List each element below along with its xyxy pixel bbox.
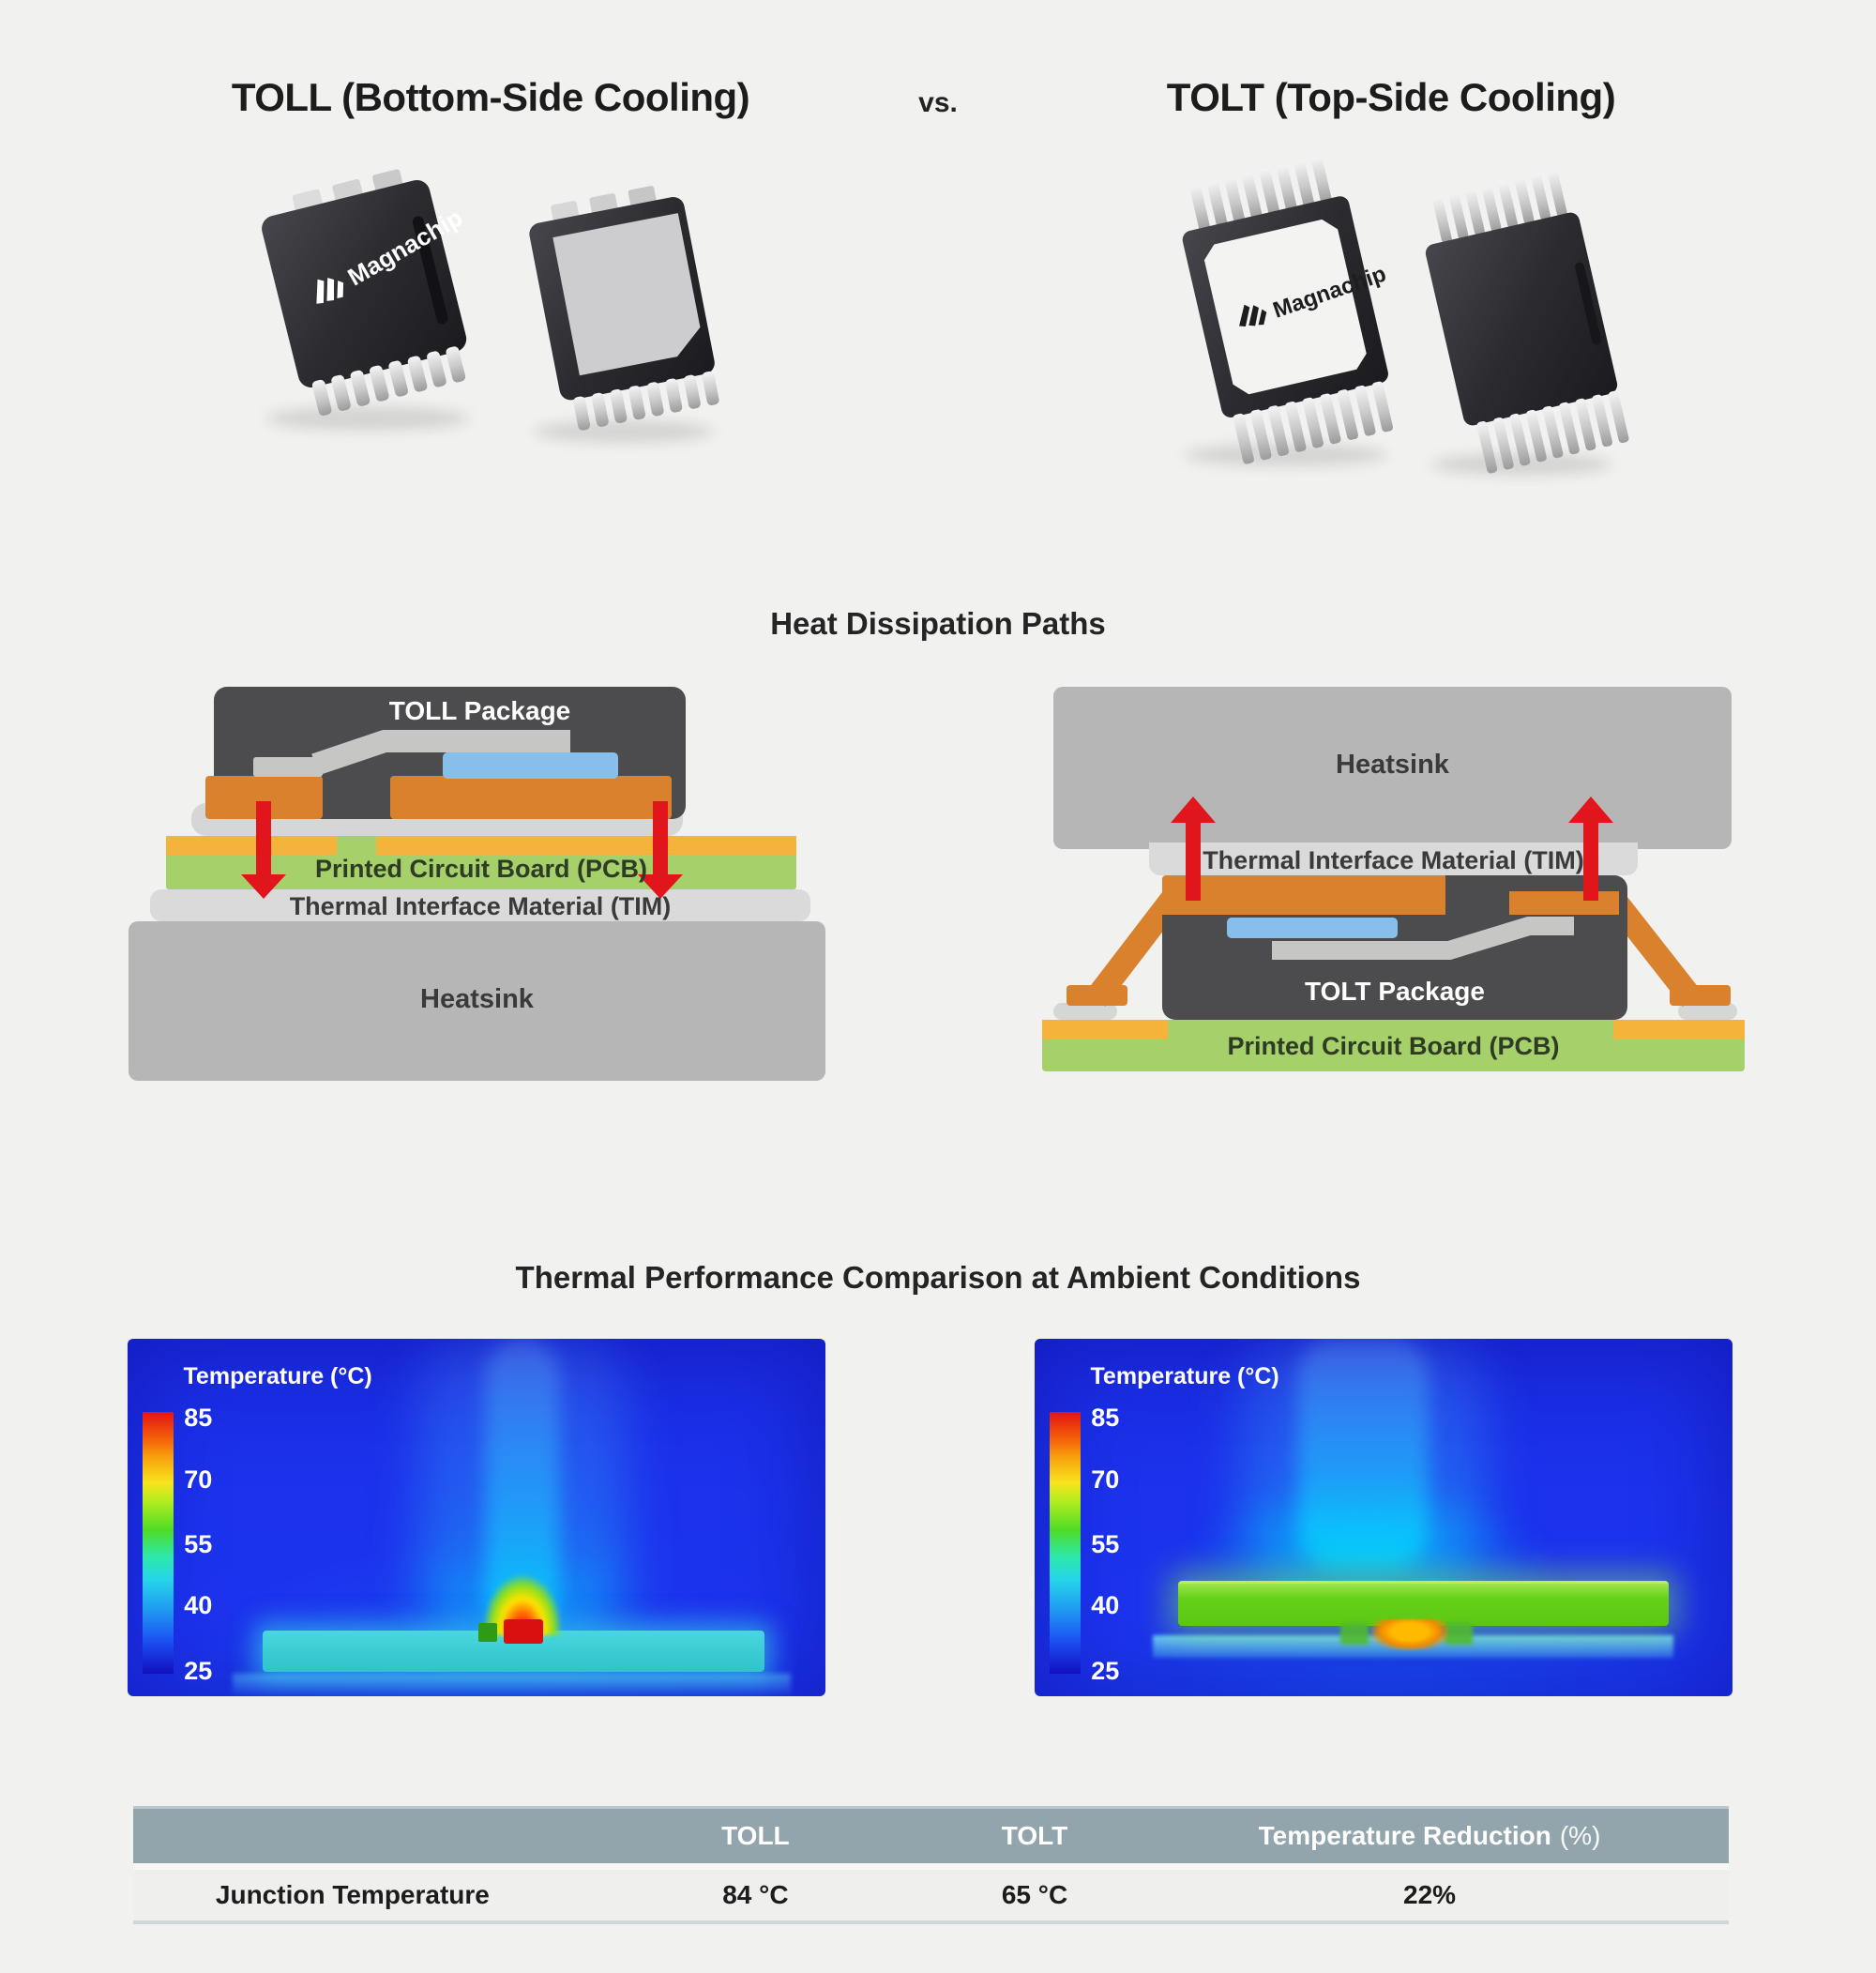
lead-foot-right xyxy=(1670,985,1731,1006)
tolt-thermal-map: Temperature (°C) 85 70 55 40 25 xyxy=(1035,1339,1732,1696)
tolt-section-title: TOLT (Top-Side Cooling) xyxy=(1166,75,1616,119)
copper-pad-right xyxy=(390,776,672,819)
toll-value: 84 °C xyxy=(722,1880,789,1909)
comparison-table: TOLL TOLT Temperature Reduction (%) Junct… xyxy=(133,1806,1729,1924)
clip-foot xyxy=(253,757,323,777)
colorbar-tick: 40 xyxy=(184,1590,213,1619)
pin-row-bottom xyxy=(1233,381,1394,464)
copper-trace-right xyxy=(1613,1020,1745,1040)
header-reduction-unit: (%) xyxy=(1559,1821,1601,1850)
colorbar-tick: 40 xyxy=(1091,1590,1120,1619)
copper-clip-right xyxy=(1509,891,1619,915)
colorbar xyxy=(1050,1411,1082,1675)
header-toll: TOLL xyxy=(721,1821,790,1850)
exposed-thermal-pad xyxy=(552,213,701,376)
pin-row-bottom xyxy=(1476,390,1629,474)
toll-cross-section-diagram: TOLL Package Printed Circuit Board (PCB)… xyxy=(122,680,835,1084)
colorbar-tick: 55 xyxy=(1091,1530,1120,1559)
silicon-die xyxy=(1227,918,1398,938)
pcb-label: Printed Circuit Board (PCB) xyxy=(1227,1032,1560,1060)
toll-chip-top-view-image: Magnachip xyxy=(262,169,469,431)
header-reduction-bold: Temperature Reduction xyxy=(1258,1821,1551,1850)
pin-row xyxy=(311,346,466,417)
heat-paths-title: Heat Dissipation Paths xyxy=(770,606,1106,641)
solder-left xyxy=(1053,1003,1117,1020)
header-tolt: TOLT xyxy=(1001,1821,1068,1850)
copper-trace-left xyxy=(166,836,337,855)
table-divider xyxy=(133,1863,1729,1870)
thermal-comparison-title: Thermal Performance Comparison at Ambien… xyxy=(515,1260,1361,1295)
tim-layer xyxy=(1149,842,1638,875)
hotspot-side xyxy=(1445,1621,1474,1646)
tolt-chip-top-view-image: Magnachip xyxy=(1182,157,1394,466)
lead-foot-left xyxy=(1067,985,1127,1006)
tolt-chip-back-view-image xyxy=(1425,170,1629,476)
chip-body xyxy=(1425,212,1618,426)
magnachip-logo-icon xyxy=(316,278,344,304)
label-panel xyxy=(1203,219,1367,395)
heatsink-block xyxy=(1053,687,1732,849)
toll-thermal-map: Temperature (°C) 85 70 55 40 25 xyxy=(128,1339,825,1696)
hotspot-core xyxy=(1371,1619,1449,1651)
colorbar xyxy=(143,1411,174,1675)
lead-leg-left xyxy=(1085,891,1183,1007)
copper-trace-left xyxy=(1042,1020,1168,1040)
heatsink-label: Heatsink xyxy=(1336,750,1449,780)
temperature-legend-label: Temperature (°C) xyxy=(1090,1362,1279,1389)
colorbar-tick: 70 xyxy=(1091,1465,1120,1494)
plume-flare xyxy=(1173,1481,1558,1589)
pin-row-top xyxy=(1432,170,1567,244)
heatsink-bar xyxy=(1177,1581,1669,1627)
table-row: Junction Temperature 84 °C 65 °C 22% xyxy=(133,1870,1729,1924)
colorbar-tick: 55 xyxy=(184,1530,213,1559)
colorbar-tick: 70 xyxy=(184,1465,213,1494)
heatsink-label: Heatsink xyxy=(420,984,534,1014)
reduction-value: 22% xyxy=(1403,1880,1457,1909)
chip-shadow xyxy=(266,406,469,431)
heatsink-block xyxy=(129,921,825,1081)
chip-shadow xyxy=(1185,444,1387,466)
tim-label: Thermal Interface Material (TIM) xyxy=(1203,846,1584,874)
hotspot-side xyxy=(1339,1621,1369,1646)
vs-label: vs. xyxy=(918,87,958,118)
tim-label: Thermal Interface Material (TIM) xyxy=(289,892,672,920)
copper-pad-left xyxy=(205,776,323,819)
tolt-package-label: TOLT Package xyxy=(1305,977,1485,1006)
hotspot-core xyxy=(504,1619,544,1644)
colorbar-tick: 25 xyxy=(1091,1657,1120,1686)
colorbar-tick: 85 xyxy=(1091,1404,1120,1433)
pin-row xyxy=(573,371,719,431)
copper-trace-right xyxy=(376,836,796,855)
heatsink-glow xyxy=(232,1673,791,1696)
header-temperature-reduction: Temperature Reduction (%) xyxy=(1130,1821,1729,1851)
colorbar-tick: 25 xyxy=(184,1657,213,1686)
hotspot-chip xyxy=(478,1623,498,1643)
pcb-label: Printed Circuit Board (PCB) xyxy=(314,855,648,883)
toll-package-label: TOLL Package xyxy=(388,696,571,725)
tolt-value: 65 °C xyxy=(1001,1880,1068,1909)
solder-right xyxy=(1678,1003,1737,1020)
toll-section-title: TOLL (Bottom-Side Cooling) xyxy=(231,75,750,119)
silicon-die xyxy=(443,752,618,779)
magnachip-logo-icon xyxy=(1239,304,1267,327)
copper-clip-left xyxy=(1162,875,1445,915)
pin-row-top xyxy=(1189,157,1332,232)
colorbar-tick: 85 xyxy=(184,1404,213,1433)
temperature-legend-label: Temperature (°C) xyxy=(183,1362,372,1389)
table-header-row: TOLL TOLT Temperature Reduction (%) xyxy=(133,1806,1729,1863)
chip-shadow xyxy=(534,420,714,443)
toll-chip-bottom-view-image xyxy=(529,186,719,443)
tolt-cross-section-diagram: Heatsink TOLT Package Thermal Interface … xyxy=(1013,680,1763,1084)
row-label: Junction Temperature xyxy=(215,1880,490,1909)
